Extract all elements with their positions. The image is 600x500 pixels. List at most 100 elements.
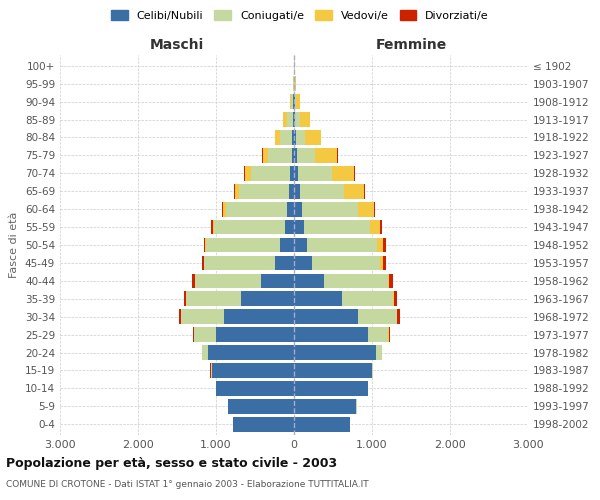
Bar xyxy=(292,94,293,109)
Bar xyxy=(181,310,224,324)
Bar xyxy=(290,166,294,180)
Bar xyxy=(296,130,305,145)
Bar xyxy=(211,220,213,234)
Bar xyxy=(372,363,373,378)
Y-axis label: Anni di nascita: Anni di nascita xyxy=(599,204,600,286)
Bar xyxy=(294,148,297,162)
Text: Popolazione per età, sesso e stato civile - 2003: Popolazione per età, sesso e stato civil… xyxy=(6,458,337,470)
Bar xyxy=(261,274,294,288)
Bar xyxy=(389,328,390,342)
Bar xyxy=(294,274,323,288)
Bar xyxy=(294,256,312,270)
Bar xyxy=(294,166,298,180)
Y-axis label: Fasce di età: Fasce di età xyxy=(10,212,19,278)
Bar xyxy=(294,220,304,234)
Bar xyxy=(280,238,294,252)
Bar xyxy=(235,184,239,198)
Bar xyxy=(294,94,295,109)
Bar xyxy=(283,112,287,127)
Bar xyxy=(397,310,400,324)
Bar xyxy=(374,202,375,216)
Bar xyxy=(358,310,397,324)
Bar xyxy=(294,202,302,216)
Bar xyxy=(393,292,394,306)
Bar xyxy=(293,112,294,127)
Bar xyxy=(216,381,294,396)
Bar xyxy=(226,202,287,216)
Bar xyxy=(203,238,205,252)
Bar xyxy=(332,166,355,180)
Bar xyxy=(294,345,376,360)
Bar xyxy=(233,417,294,432)
Bar xyxy=(368,328,388,342)
Bar xyxy=(302,202,358,216)
Bar xyxy=(245,166,251,180)
Bar xyxy=(316,148,337,162)
Bar xyxy=(296,94,300,109)
Bar xyxy=(287,112,293,127)
Bar xyxy=(268,148,292,162)
Bar xyxy=(294,417,350,432)
Bar xyxy=(294,238,307,252)
Bar xyxy=(394,292,397,306)
Bar xyxy=(263,148,268,162)
Bar xyxy=(193,274,195,288)
Bar xyxy=(194,328,216,342)
Bar xyxy=(275,130,280,145)
Bar xyxy=(224,310,294,324)
Bar xyxy=(294,399,356,413)
Bar xyxy=(187,292,241,306)
Bar xyxy=(216,328,294,342)
Bar xyxy=(312,256,380,270)
Bar xyxy=(358,202,374,216)
Bar xyxy=(213,220,214,234)
Bar xyxy=(214,220,284,234)
Bar xyxy=(206,238,280,252)
Bar xyxy=(380,256,383,270)
Bar xyxy=(222,202,223,216)
Bar xyxy=(294,292,343,306)
Bar xyxy=(211,363,212,378)
Bar xyxy=(344,184,364,198)
Bar xyxy=(292,148,294,162)
Bar xyxy=(241,292,294,306)
Bar xyxy=(305,130,320,145)
Bar xyxy=(294,112,295,127)
Bar xyxy=(383,256,386,270)
Bar xyxy=(239,184,289,198)
Bar xyxy=(300,184,344,198)
Bar xyxy=(208,345,294,360)
Bar xyxy=(295,112,300,127)
Bar xyxy=(290,94,292,109)
Bar xyxy=(364,184,365,198)
Legend: Celibi/Nubili, Coniugati/e, Vedovi/e, Divorziati/e: Celibi/Nubili, Coniugati/e, Vedovi/e, Di… xyxy=(107,6,493,25)
Bar xyxy=(293,76,294,91)
Bar xyxy=(284,220,294,234)
Bar xyxy=(193,328,194,342)
Bar xyxy=(295,94,296,109)
Bar xyxy=(292,130,294,145)
Bar xyxy=(275,256,294,270)
Bar xyxy=(287,202,294,216)
Bar xyxy=(223,202,226,216)
Bar xyxy=(294,310,358,324)
Bar xyxy=(383,238,386,252)
Bar xyxy=(377,238,383,252)
Bar xyxy=(280,130,292,145)
Text: COMUNE DI CROTONE - Dati ISTAT 1° gennaio 2003 - Elaborazione TUTTITALIA.IT: COMUNE DI CROTONE - Dati ISTAT 1° gennai… xyxy=(6,480,368,489)
Bar xyxy=(204,256,275,270)
Bar xyxy=(323,274,388,288)
Text: Femmine: Femmine xyxy=(376,38,446,52)
Bar xyxy=(212,363,294,378)
Bar xyxy=(195,274,261,288)
Bar xyxy=(289,184,294,198)
Bar xyxy=(304,220,370,234)
Bar xyxy=(228,399,294,413)
Bar xyxy=(388,274,389,288)
Bar xyxy=(293,94,294,109)
Bar xyxy=(298,166,332,180)
Bar xyxy=(294,184,300,198)
Bar xyxy=(300,112,310,127)
Bar xyxy=(251,166,290,180)
Bar xyxy=(307,238,377,252)
